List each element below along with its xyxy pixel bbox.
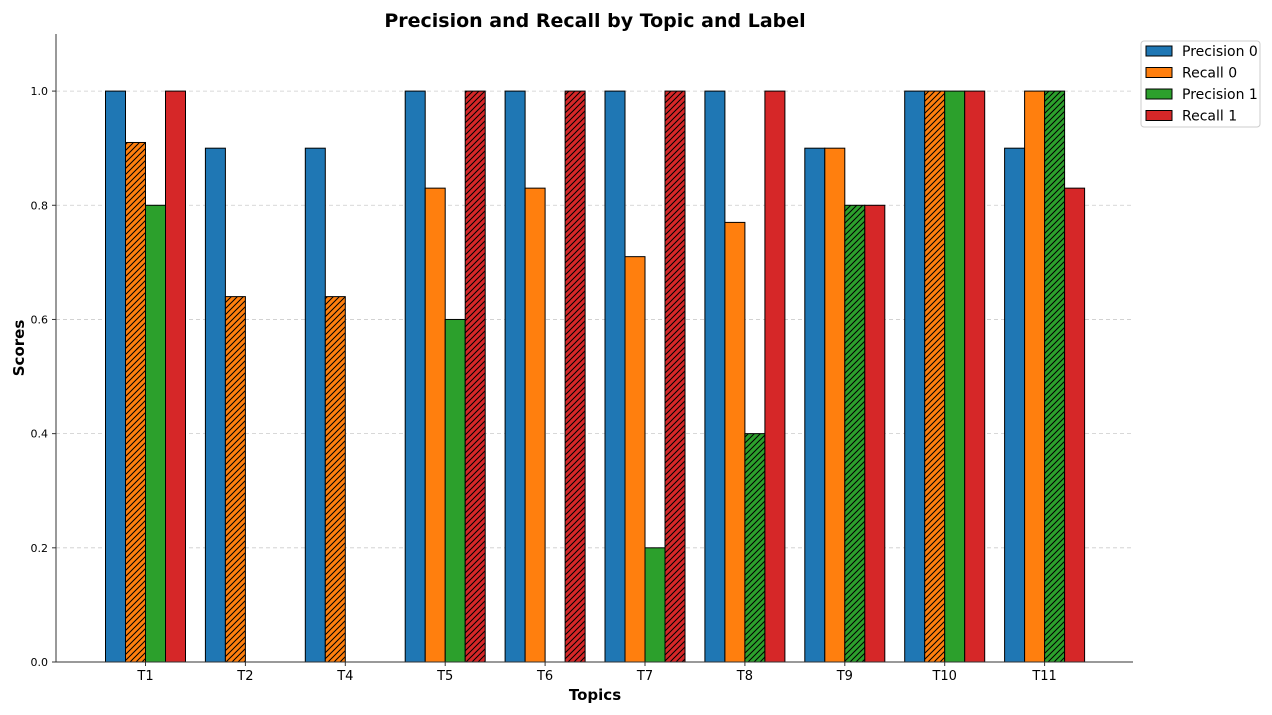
bar-precision-0-t5	[404, 90, 426, 663]
legend-label: Recall 0	[1182, 66, 1237, 82]
x-tick-label: T9	[836, 669, 853, 684]
bar-recall-0-t7	[624, 256, 646, 663]
bar-recall-0-t2	[224, 296, 246, 663]
bar-recall-0-t4	[324, 296, 346, 663]
bar-recall-0-t6	[524, 187, 546, 663]
x-tick-label: T8	[736, 669, 753, 684]
legend-label: Precision 0	[1182, 44, 1258, 60]
bar-recall-1-t10	[964, 90, 986, 663]
y-tick-label: 0.6	[31, 313, 49, 326]
y-tick-label: 0.0	[31, 656, 49, 669]
x-tick-label: T4	[336, 669, 353, 684]
bar-recall-0-t11	[1024, 90, 1046, 663]
bar-precision-0-t8	[704, 90, 726, 663]
bar-recall-1-t6	[564, 90, 586, 663]
bar-precision-1-t10	[944, 90, 966, 663]
bars-group	[105, 90, 1086, 663]
bar-precision-1-t5	[444, 318, 466, 663]
bar-recall-1-t8	[764, 90, 786, 663]
bar-precision-0-t2	[204, 147, 226, 663]
y-tick-label: 0.8	[31, 199, 49, 212]
bar-recall-1-t7	[664, 90, 686, 663]
y-axis-label: Scores	[10, 320, 28, 377]
bar-precision-1-t11	[1044, 90, 1066, 663]
bar-recall-1-t5	[464, 90, 486, 663]
bar-precision-0-t1	[105, 90, 126, 663]
bar-recall-0-t5	[424, 187, 446, 663]
legend-label: Recall 1	[1182, 109, 1237, 125]
legend-swatch	[1145, 110, 1173, 121]
bar-recall-1-t11	[1064, 187, 1086, 663]
bar-precision-0-t6	[504, 90, 526, 663]
x-axis-label: Topics	[569, 686, 621, 704]
x-tick-label: T7	[636, 669, 653, 684]
x-tick-label: T6	[536, 669, 553, 684]
legend-swatch	[1145, 45, 1173, 57]
legend-swatch	[1145, 67, 1173, 78]
bar-precision-0-t11	[1004, 147, 1026, 663]
x-tick-label: T1	[136, 669, 153, 684]
bar-precision-1-t9	[844, 204, 866, 663]
x-tick-label: T11	[1031, 669, 1056, 684]
bar-recall-1-t9	[864, 204, 886, 663]
bar-precision-1-t1	[145, 204, 166, 663]
bar-recall-0-t8	[724, 221, 746, 663]
bar-recall-0-t10	[924, 90, 946, 663]
y-tick-label: 0.2	[31, 542, 49, 555]
legend-label: Precision 1	[1182, 87, 1258, 103]
bar-precision-0-t9	[804, 147, 826, 663]
bar-precision-1-t7	[644, 547, 666, 663]
bar-recall-0-t1	[125, 141, 146, 663]
chart-title: Precision and Recall by Topic and Label	[384, 10, 805, 32]
y-tick-label: 1.0	[31, 85, 49, 98]
bar-recall-1-t1	[165, 90, 186, 663]
axes	[55, 34, 1133, 663]
bar-precision-0-t7	[604, 90, 626, 663]
y-ticks: 0.0 0.2 0.4 0.6 0.8 1.0	[31, 85, 56, 669]
x-ticks: T1 T2 T4 T5 T6 T7 T8 T9 T10 T11	[136, 662, 1057, 684]
legend-swatch	[1145, 88, 1173, 100]
bar-precision-0-t4	[304, 147, 326, 663]
bar-precision-0-t10	[904, 90, 926, 663]
legend-frame	[1140, 40, 1261, 128]
bar-precision-1-t8	[744, 433, 766, 663]
x-tick-label: T5	[436, 669, 453, 684]
x-tick-label: T10	[931, 669, 956, 684]
bar-recall-0-t9	[824, 147, 846, 663]
legend: Precision 0 Recall 0 Precision 1 Recall 1	[1140, 40, 1261, 128]
y-tick-label: 0.4	[31, 428, 49, 441]
x-tick-label: T2	[236, 669, 253, 684]
